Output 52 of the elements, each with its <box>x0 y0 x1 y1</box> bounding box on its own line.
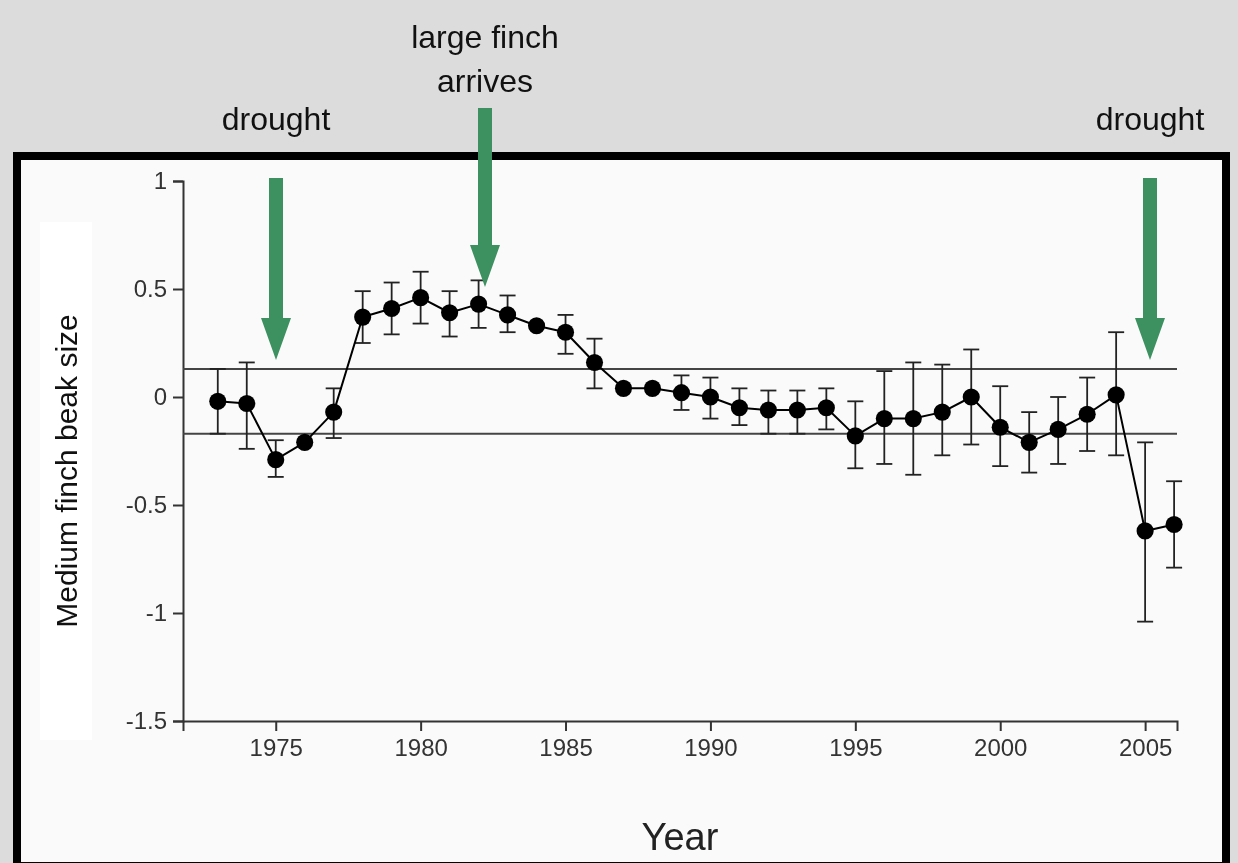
point <box>1020 433 1038 451</box>
point <box>701 388 719 406</box>
text: drought <box>221 101 331 137</box>
point <box>556 323 575 341</box>
point <box>672 384 690 402</box>
point <box>325 403 343 421</box>
point <box>846 427 864 445</box>
point <box>354 308 372 326</box>
x-axis-title: Year <box>641 816 719 858</box>
point <box>875 410 893 428</box>
y-tick-label: 0 <box>153 383 167 411</box>
point <box>614 379 633 397</box>
point <box>817 399 835 417</box>
x-tick-label: 1975 <box>249 734 303 762</box>
point <box>730 399 748 417</box>
point <box>643 379 662 397</box>
point <box>759 401 777 419</box>
point <box>933 403 951 421</box>
x-tick-label: 1990 <box>684 734 738 762</box>
point <box>296 433 314 451</box>
point <box>962 388 980 406</box>
point <box>267 451 285 469</box>
x-tick-label: 2005 <box>1118 734 1173 762</box>
point <box>528 317 546 335</box>
y-tick-label: 1 <box>153 167 167 195</box>
point <box>788 401 806 419</box>
y-tick-label: -1.5 <box>125 707 167 735</box>
x-tick-label: 2000 <box>974 734 1028 762</box>
y-tick-label: 0.5 <box>133 275 167 303</box>
point <box>1165 515 1183 533</box>
x-tick-label: 1985 <box>539 734 593 762</box>
point <box>1078 405 1096 423</box>
point <box>991 418 1009 436</box>
x-tick-label: 1980 <box>394 734 448 762</box>
point <box>499 306 517 324</box>
y-axis-title: Medium finch beak size <box>50 314 83 628</box>
y-tick-label: -0.5 <box>125 491 167 519</box>
text: large finch arrives <box>411 19 559 99</box>
point <box>238 394 256 413</box>
point <box>1107 386 1125 404</box>
point <box>383 299 401 317</box>
point <box>585 353 604 371</box>
point <box>1136 522 1154 540</box>
point <box>904 410 922 428</box>
point <box>1049 420 1067 438</box>
x-tick-label: 1995 <box>829 734 883 762</box>
text: drought <box>1095 101 1205 137</box>
point <box>441 304 459 322</box>
point <box>209 392 227 410</box>
point <box>412 289 430 307</box>
y-tick-label: -1 <box>145 599 167 627</box>
point <box>470 295 488 313</box>
